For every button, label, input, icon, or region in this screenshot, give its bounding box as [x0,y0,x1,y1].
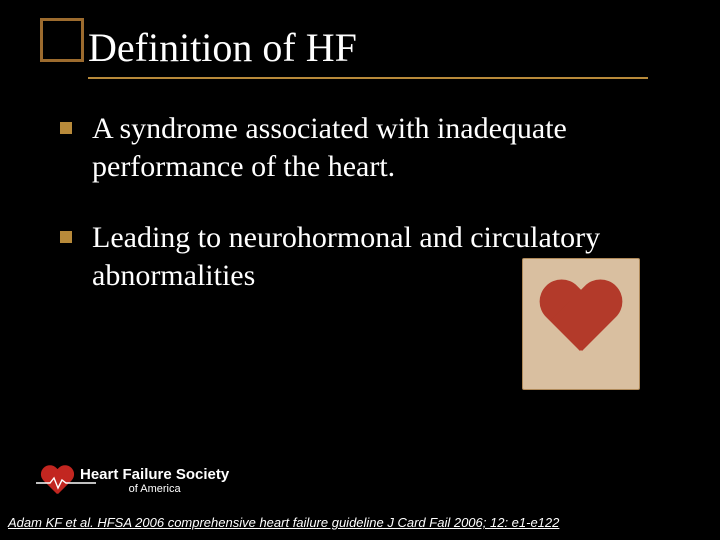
title-accent-box [40,18,84,62]
logo-line1: Heart Failure Society [80,467,229,482]
square-bullet-icon [60,231,72,243]
title-underline [88,77,648,79]
hfsa-logo: Heart Failure Society of America [40,466,229,496]
ekg-line-icon [36,476,96,490]
heart-icon [538,281,624,367]
logo-line2: of America [80,484,229,495]
logo-heart-icon [40,466,74,496]
slide-title: Definition of HF [88,24,680,75]
bullet-text: A syndrome associated with inadequate pe… [92,110,660,185]
citation-text: Adam KF et al. HFSA 2006 comprehensive h… [8,515,712,530]
square-bullet-icon [60,122,72,134]
bullet-item: A syndrome associated with inadequate pe… [60,110,660,185]
title-region: Definition of HF [88,24,680,79]
heart-illustration [522,258,640,390]
logo-text: Heart Failure Society of America [80,467,229,495]
